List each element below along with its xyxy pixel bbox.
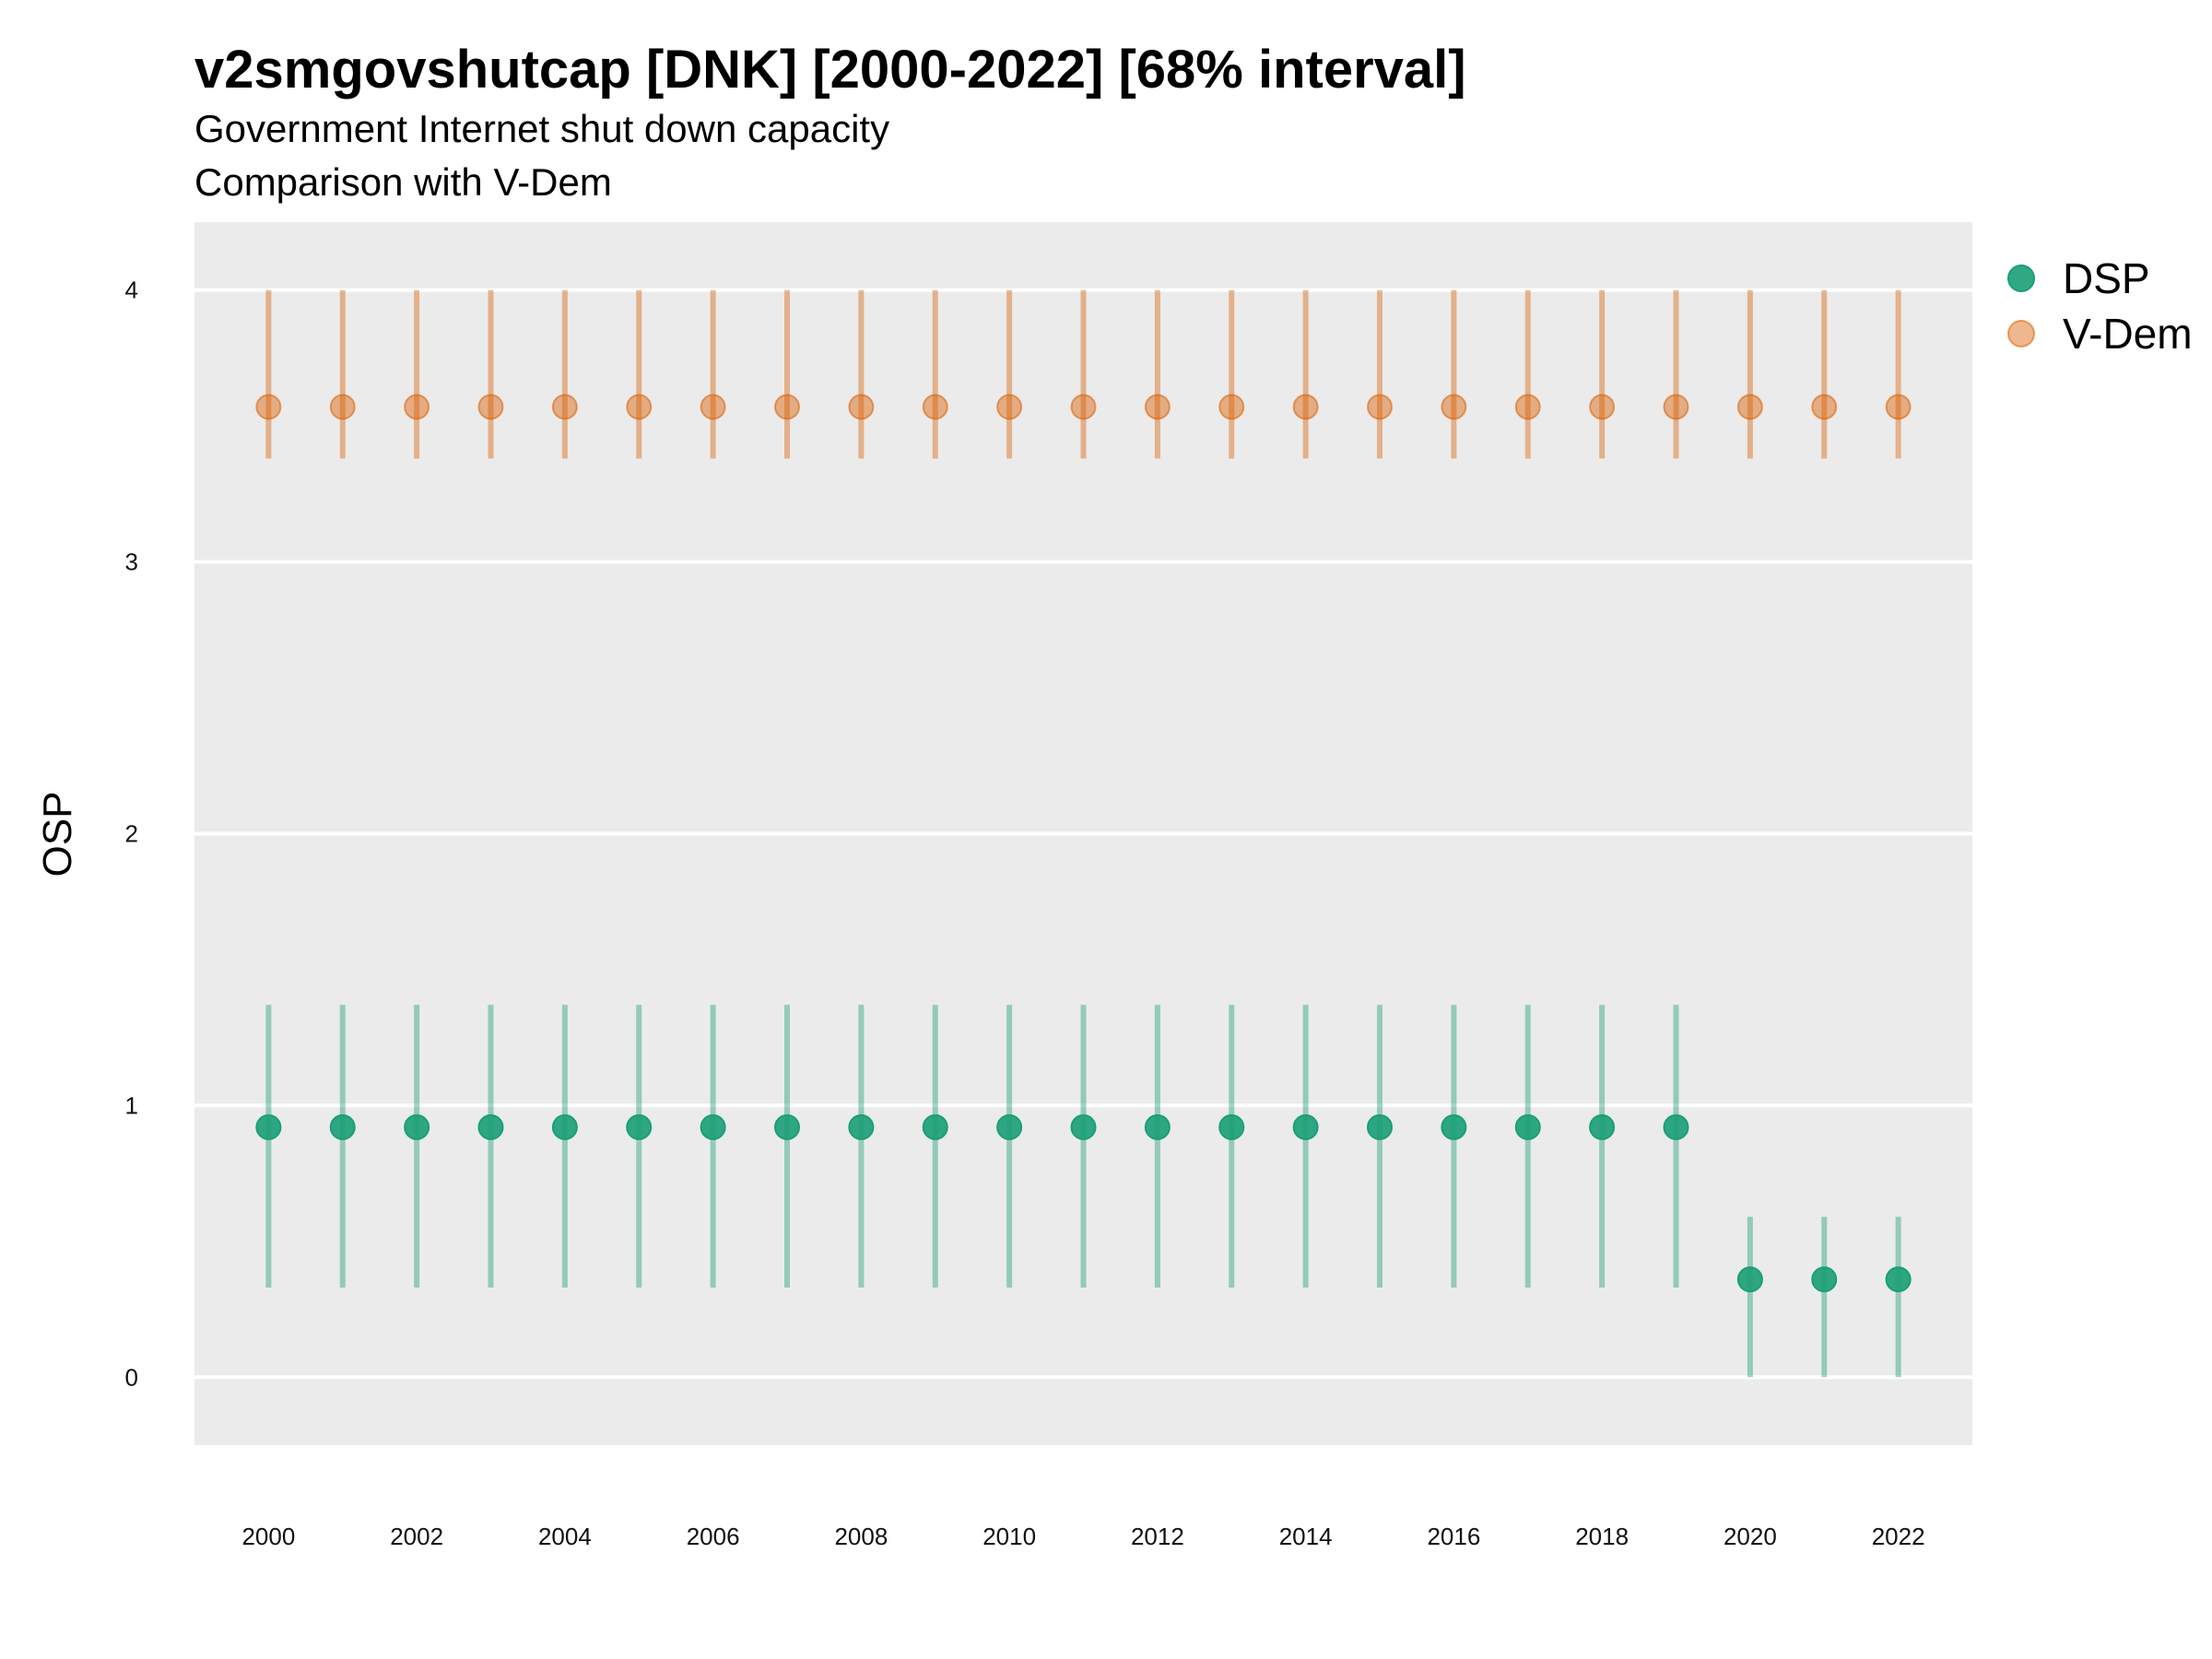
legend-marker-dsp: [2007, 265, 2035, 292]
interval-bars: [265, 289, 1901, 1378]
x-tick-label: 2004: [538, 1523, 592, 1550]
y-tick-labels: 0 1 2 3 4: [125, 276, 138, 1392]
x-tick-label: 2010: [982, 1523, 1036, 1550]
dsp-point: [1441, 1113, 1467, 1140]
dsp-point: [551, 1113, 578, 1140]
v-dem-point: [404, 394, 430, 420]
v-dem-point: [774, 394, 800, 420]
data-points: [255, 394, 1912, 1293]
grid-lines: [194, 288, 1972, 1380]
dsp-point: [700, 1113, 726, 1140]
v-dem-point: [1292, 394, 1319, 420]
dsp-point: [1292, 1113, 1319, 1140]
y-axis-label: OSP: [35, 792, 80, 877]
dsp-point: [1885, 1266, 1912, 1293]
y-tick-label: 3: [125, 548, 138, 576]
v-dem-point: [848, 394, 875, 420]
dsp-point: [922, 1113, 948, 1140]
v-dem-point: [477, 394, 504, 420]
dsp-point: [404, 1113, 430, 1140]
y-tick-label: 2: [125, 820, 138, 848]
dsp-point: [1367, 1113, 1393, 1140]
v-dem-point: [551, 394, 578, 420]
dsp-point: [626, 1113, 653, 1140]
x-tick-label: 2002: [390, 1523, 443, 1550]
x-tick-label: 2006: [687, 1523, 740, 1550]
dsp-point: [848, 1113, 875, 1140]
dsp-point: [477, 1113, 504, 1140]
dsp-point: [329, 1113, 356, 1140]
v-dem-point: [1589, 394, 1616, 420]
dsp-point: [1663, 1113, 1689, 1140]
v-dem-point: [1070, 394, 1097, 420]
dsp-point: [1144, 1113, 1171, 1140]
v-dem-point: [626, 394, 653, 420]
chart-title: v2smgovshutcap [DNK] [2000-2022] [68% in…: [194, 40, 1466, 100]
v-dem-point: [1663, 394, 1689, 420]
x-tick-label: 2022: [1872, 1523, 1925, 1550]
x-tick-label: 2018: [1575, 1523, 1629, 1550]
legend-label-dsp: DSP: [2063, 254, 2150, 302]
v-dem-point: [1367, 394, 1393, 420]
dsp-point: [255, 1113, 282, 1140]
dsp-point: [1514, 1113, 1541, 1140]
dsp-point: [1589, 1113, 1616, 1140]
y-tick-label: 4: [125, 276, 138, 304]
v-dem-point: [1441, 394, 1467, 420]
dsp-point: [1218, 1113, 1245, 1140]
dsp-point: [774, 1113, 800, 1140]
legend: DSP V-Dem: [2007, 254, 2193, 358]
v-dem-point: [255, 394, 282, 420]
v-dem-point: [922, 394, 948, 420]
x-tick-label: 2014: [1279, 1523, 1333, 1550]
v-dem-point: [1885, 394, 1912, 420]
v-dem-point: [996, 394, 1023, 420]
legend-marker-v-dem: [2007, 320, 2035, 347]
v-dem-point: [700, 394, 726, 420]
y-tick-label: 1: [125, 1091, 138, 1119]
y-tick-label: 0: [125, 1363, 138, 1391]
x-tick-label: 2012: [1131, 1523, 1184, 1550]
dsp-point: [1070, 1113, 1097, 1140]
x-tick-label: 2020: [1724, 1523, 1777, 1550]
dsp-point: [996, 1113, 1023, 1140]
chart-subtitle-line-1: Government Internet shut down capacity: [194, 107, 889, 150]
v-dem-point: [329, 394, 356, 420]
x-tick-label: 2000: [241, 1523, 295, 1550]
x-tick-label: 2016: [1427, 1523, 1480, 1550]
v-dem-point: [1144, 394, 1171, 420]
v-dem-point: [1218, 394, 1245, 420]
legend-label-v-dem: V-Dem: [2063, 310, 2193, 358]
v-dem-point: [1736, 394, 1763, 420]
v-dem-point: [1514, 394, 1541, 420]
x-tick-labels: 2000 2002 2004 2006 2008 2010 2012 2014 2016 2018…: [241, 1523, 1924, 1550]
chart-subtitle-line-2: Comparison with V-Dem: [194, 160, 612, 204]
v-dem-point: [1811, 394, 1838, 420]
dsp-point: [1736, 1266, 1763, 1293]
x-tick-label: 2008: [834, 1523, 888, 1550]
dsp-point: [1811, 1266, 1838, 1293]
